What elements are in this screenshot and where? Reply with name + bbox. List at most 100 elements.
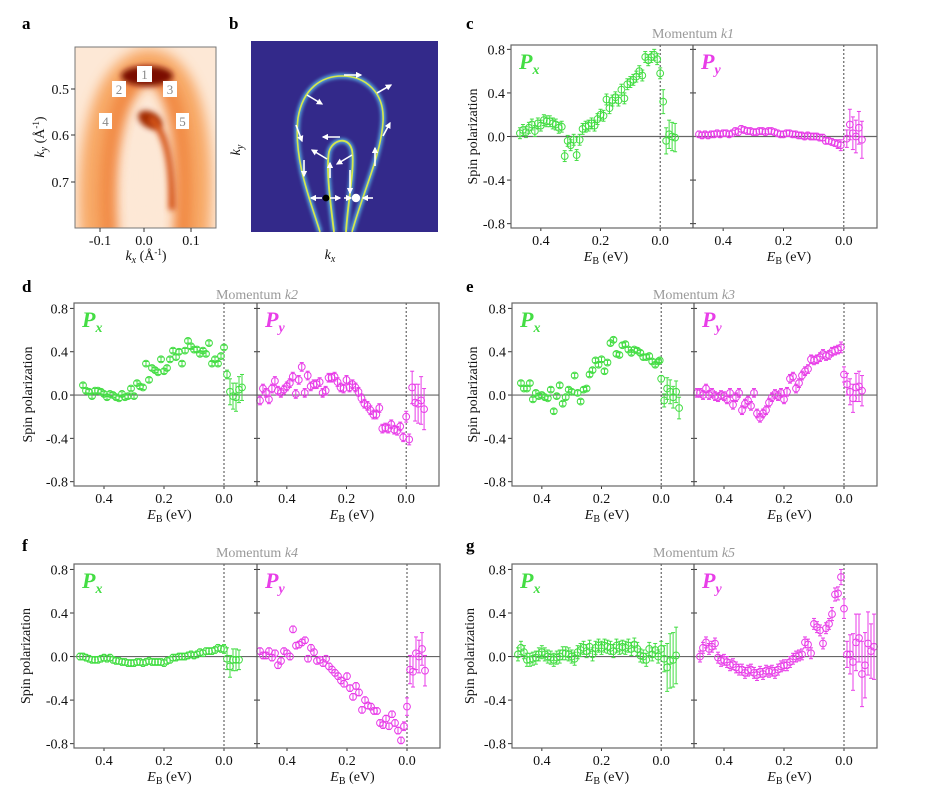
marker	[352, 682, 360, 690]
y-tick-label: 0.8	[489, 563, 507, 578]
y-tick-label: 0.8	[489, 302, 507, 317]
data-point	[163, 364, 171, 372]
spin-polarization-panels: c Momentum k1 Spin polarization 0.8 0.4 0.0 -0…	[19, 14, 878, 787]
marker	[303, 371, 312, 380]
y-axis-label: Spin polarization	[21, 346, 36, 442]
model-contour-map	[251, 41, 438, 232]
data-point	[840, 366, 848, 383]
data-point	[285, 378, 294, 388]
marker	[300, 388, 309, 397]
subplot-Px: 0.4 0.2 0.0 EB (eV) Px	[74, 303, 257, 525]
data-point	[672, 626, 680, 685]
marker	[576, 397, 585, 406]
data-point	[834, 586, 842, 601]
y-tick-label: 0.4	[51, 346, 69, 361]
x-tick-label: 0.0	[651, 234, 669, 249]
data-point	[343, 672, 351, 681]
marker	[277, 656, 285, 665]
data-point	[662, 127, 671, 155]
marker	[675, 404, 683, 412]
marker	[528, 395, 537, 404]
marker	[569, 135, 578, 144]
x-tick-label: 0.2	[338, 492, 356, 507]
y-tick-label: 0.4	[51, 607, 69, 622]
data-point	[696, 650, 704, 663]
data-point	[358, 705, 366, 714]
x-tick-label: 0.2	[338, 754, 356, 769]
data-point	[271, 649, 279, 658]
x-axis-label: kx (Å-1)	[125, 247, 166, 266]
marker	[840, 604, 848, 613]
data-point	[139, 383, 147, 392]
data-point	[304, 654, 312, 663]
marker	[403, 702, 411, 711]
k-point-1: 1	[141, 67, 148, 82]
data-point	[145, 375, 153, 384]
data-point	[397, 736, 405, 745]
marker	[262, 388, 270, 397]
data-point	[846, 378, 854, 406]
marker	[600, 367, 609, 376]
k-point-markers: 1 2 3 4 5	[99, 66, 189, 129]
marker	[343, 672, 351, 681]
data-point	[217, 352, 225, 360]
subplot-Py: 0.4 0.2 0.0 EB (eV) Py	[694, 564, 878, 787]
y-tick-label: -0.4	[484, 432, 506, 447]
marker	[552, 392, 561, 401]
subplot-Px: 0.4 0.2 0.0 EB (eV) Px	[74, 564, 257, 787]
y-axis-label: Spin polarization	[463, 608, 478, 704]
data-point	[543, 394, 552, 403]
series-label: Py	[700, 49, 721, 78]
marker	[520, 648, 528, 657]
data-point	[804, 638, 812, 651]
data-point	[846, 634, 854, 675]
data-point	[372, 409, 381, 420]
y-tick-label: -0.4	[483, 174, 505, 189]
marker	[142, 359, 150, 368]
marker	[321, 386, 330, 395]
marker	[699, 391, 707, 399]
marker	[530, 127, 539, 135]
marker	[157, 355, 165, 364]
x-axis-label: EB (eV)	[146, 508, 192, 525]
marker	[762, 406, 770, 415]
data-point	[735, 388, 743, 398]
data-point	[355, 688, 363, 697]
data-point	[418, 632, 426, 666]
marker	[660, 396, 669, 405]
y-tick-label: -0.4	[46, 432, 68, 447]
data-point	[322, 654, 330, 663]
data-point	[747, 401, 755, 411]
data-point	[699, 390, 707, 400]
x-tick-label: 0.0	[215, 492, 233, 507]
data-point	[615, 351, 624, 359]
marker	[570, 371, 579, 380]
data-point	[669, 632, 678, 688]
marker	[409, 667, 417, 676]
black-dot-marker	[322, 194, 330, 202]
marker	[291, 390, 300, 398]
marker	[154, 368, 162, 377]
marker	[555, 381, 564, 390]
data-point	[178, 359, 186, 368]
y-axis-label: Spin polarization	[19, 608, 34, 704]
y-tick-label: 0.8	[51, 563, 69, 578]
data-point	[825, 617, 833, 630]
marker	[804, 365, 812, 373]
data-point	[546, 385, 555, 394]
data-point	[321, 385, 330, 396]
y-axis-label: ky (Å-1)	[31, 116, 50, 157]
marker	[702, 384, 710, 393]
data-point	[402, 410, 411, 423]
data-point	[855, 613, 863, 663]
data-point	[235, 649, 243, 671]
data-point	[400, 721, 408, 732]
data-point	[382, 714, 390, 723]
marker	[557, 122, 566, 131]
marker	[223, 370, 231, 379]
data-point	[672, 380, 680, 404]
marker	[238, 383, 246, 392]
data-point	[675, 396, 683, 420]
marker	[418, 645, 426, 653]
series-label: Px	[81, 568, 102, 597]
